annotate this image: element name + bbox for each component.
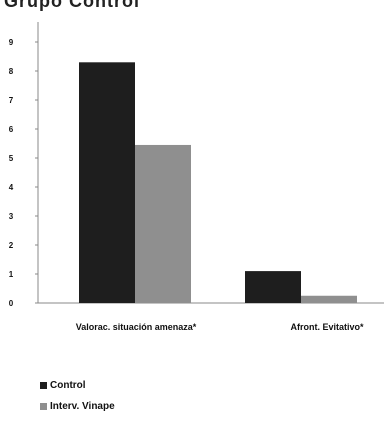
x-axis-labels: Valorac. situación amenaza* Afront. Evita… — [76, 322, 364, 332]
bar-chart: 0 1 2 3 4 5 6 7 8 9 Valorac. situación amenaza* Af… — [9, 22, 384, 332]
legend-item-intervention: Interv. Vinape — [40, 399, 115, 413]
y-tick-label: 7 — [9, 96, 14, 105]
y-tick-label: 1 — [9, 270, 14, 279]
y-tick-label: 5 — [9, 154, 14, 163]
y-tick-label: 6 — [9, 125, 14, 134]
y-tick-label: 0 — [9, 299, 14, 308]
y-axis-ticks: 0 1 2 3 4 5 6 7 8 9 — [9, 38, 38, 308]
legend-label-intervention: Interv. Vinape — [50, 400, 115, 412]
chart-bars — [79, 62, 357, 303]
bar-control — [245, 271, 301, 303]
y-tick-label: 2 — [9, 241, 14, 250]
y-tick-label: 9 — [9, 38, 14, 47]
y-tick-label: 8 — [9, 67, 14, 76]
x-category-label: Afront. Evitativo* — [290, 322, 364, 332]
chart-title-cut: Grupo Control — [4, 0, 140, 11]
y-tick-label: 4 — [9, 183, 14, 192]
legend-label-control: Control — [50, 379, 86, 391]
chart-legend: Control Interv. Vinape — [40, 378, 115, 420]
bar-intervention — [135, 144, 191, 303]
y-tick-label: 3 — [9, 212, 14, 221]
legend-item-control: Control — [40, 378, 115, 392]
legend-swatch-control — [40, 381, 47, 389]
bar-control — [79, 62, 135, 303]
x-category-label: Valorac. situación amenaza* — [76, 322, 197, 332]
bar-intervention — [301, 295, 357, 303]
legend-swatch-intervention — [40, 402, 47, 410]
